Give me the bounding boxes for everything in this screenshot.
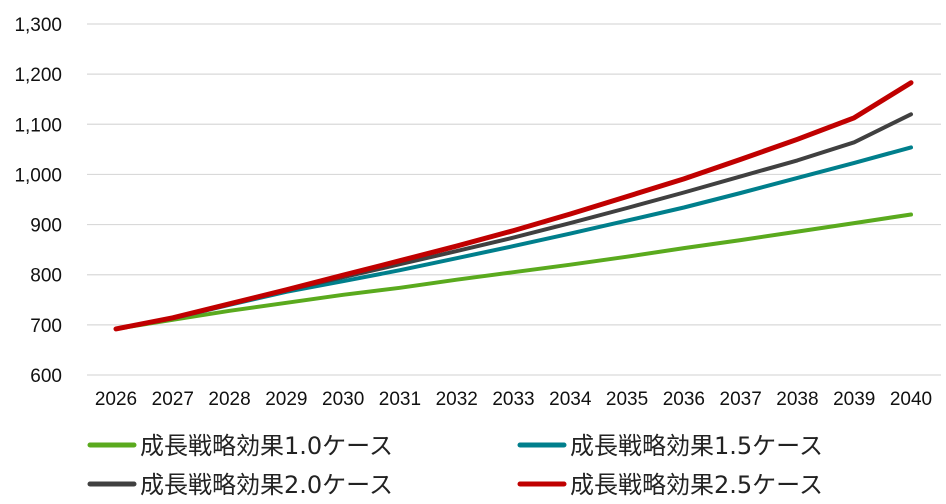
series-lines: [113, 80, 914, 332]
series-line-3: [114, 112, 913, 331]
x-tick-label: 2040: [890, 389, 932, 410]
y-tick-label: 600: [30, 366, 62, 387]
x-tick-label: 2026: [95, 389, 137, 410]
x-tick-label: 2034: [549, 389, 592, 410]
y-tick-label: 1,000: [14, 165, 62, 186]
series-line-1: [114, 212, 913, 331]
x-tick-label: 2032: [436, 389, 478, 410]
y-tick-label: 900: [30, 216, 62, 237]
legend-label: 成長戦略効果1.0ケース: [140, 432, 393, 460]
legend-label: 成長戦略効果2.5ケース: [570, 471, 823, 499]
x-tick-label: 2031: [379, 389, 421, 410]
x-tick-label: 2030: [322, 389, 364, 410]
y-tick-label: 700: [30, 316, 62, 337]
x-tick-label: 2028: [208, 389, 250, 410]
y-tick-label: 800: [30, 266, 62, 287]
x-tick-label: 2027: [152, 389, 194, 410]
y-tick-label: 1,300: [14, 15, 62, 36]
series-line-4: [113, 80, 914, 332]
x-tick-label: 2035: [606, 389, 648, 410]
x-tick-label: 2037: [720, 389, 762, 410]
x-tick-label: 2029: [265, 389, 307, 410]
x-tick-label: 2039: [833, 389, 875, 410]
x-tick-label: 2038: [776, 389, 818, 410]
gridlines: [87, 23, 941, 376]
y-axis-ticks: 600 700 800 900 1,000 1,100 1,200 1,300: [14, 15, 62, 387]
legend-label: 成長戦略効果1.5ケース: [570, 432, 823, 460]
y-tick-label: 1,200: [14, 65, 62, 86]
x-tick-label: 2036: [663, 389, 705, 410]
legend-label: 成長戦略効果2.0ケース: [140, 471, 393, 499]
x-axis-ticks: 2026 2027 2028 2029 2030 2031 2032 2033 2034 2035…: [95, 389, 932, 410]
x-tick-label: 2033: [492, 389, 534, 410]
y-tick-label: 1,100: [14, 115, 62, 136]
